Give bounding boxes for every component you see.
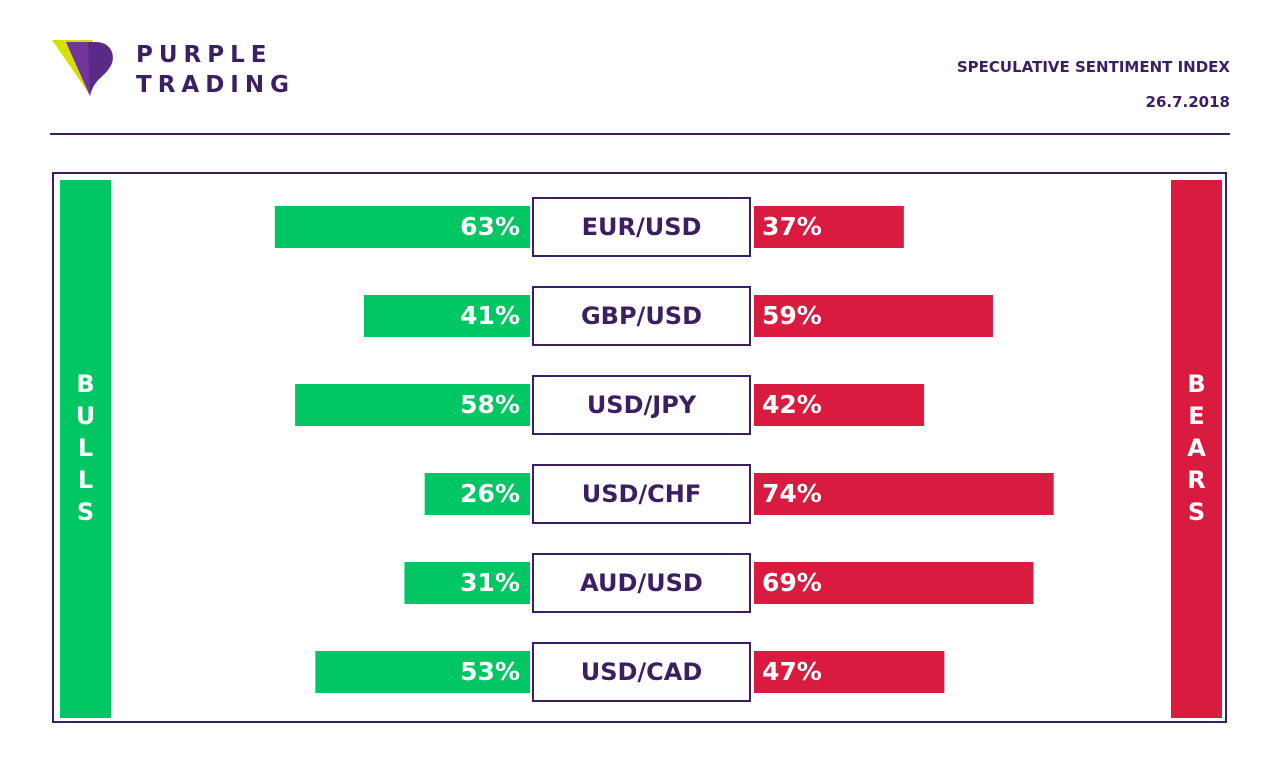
pair-label: USD/CHF: [582, 480, 702, 508]
bulls-value-label: 41%: [460, 301, 520, 330]
pair-label: GBP/USD: [581, 302, 702, 330]
bears-bar: [754, 295, 993, 337]
page-date: 26.7.2018: [1145, 93, 1230, 111]
bears-label-letter: S: [1188, 498, 1205, 526]
bears-label-letter: A: [1187, 434, 1206, 462]
bears-label-letter: R: [1187, 466, 1205, 494]
brand-line-1: PURPLE: [136, 42, 273, 68]
pair-label: USD/JPY: [587, 391, 697, 419]
bulls-label-letter: B: [76, 370, 94, 398]
bears-bar: [754, 384, 925, 426]
pair-label-box: [532, 642, 751, 702]
bears-bar: [754, 562, 1034, 604]
bears-value-label: 59%: [762, 301, 822, 330]
bulls-bar: [424, 473, 530, 515]
pair-label-box: [532, 286, 751, 346]
bulls-side-bar: [60, 180, 111, 718]
bulls-label-letter: S: [77, 498, 94, 526]
pair-label: USD/CAD: [581, 658, 703, 686]
pair-label-box: [532, 197, 751, 257]
bulls-label-letter: L: [78, 466, 93, 494]
bulls-value-label: 53%: [460, 657, 520, 686]
bears-bar: [754, 473, 1054, 515]
bulls-label-letter: L: [78, 434, 93, 462]
bulls-value-label: 26%: [460, 479, 520, 508]
page-title: SPECULATIVE SENTIMENT INDEX: [956, 58, 1230, 76]
bulls-value-label: 58%: [460, 390, 520, 419]
pair-label-box: [532, 553, 751, 613]
bears-value-label: 47%: [762, 657, 822, 686]
bulls-bar: [295, 384, 530, 426]
pair-label-box: [532, 375, 751, 435]
bears-bar: [754, 206, 904, 248]
bulls-value-label: 31%: [460, 568, 520, 597]
bears-value-label: 74%: [762, 479, 822, 508]
header-info: SPECULATIVE SENTIMENT INDEX 26.7.2018: [957, 57, 1230, 112]
brand-line-2: TRADING: [136, 72, 295, 98]
bears-value-label: 37%: [762, 212, 822, 241]
bears-side-bar: [1171, 180, 1222, 718]
bulls-bar: [404, 562, 530, 604]
brand-logo: PURPLE TRADING: [52, 40, 322, 100]
bears-value-label: 69%: [762, 568, 822, 597]
pair-label-box: [532, 464, 751, 524]
pair-label: EUR/USD: [582, 213, 702, 241]
chart-frame: B U L L S B E A R S 63% 37% EUR/USD 41% 59% GBP/USD 58% 4…: [52, 172, 1227, 723]
header-divider: [50, 133, 1230, 135]
pair-label: AUD/USD: [580, 569, 703, 597]
bulls-bar: [363, 295, 530, 337]
bulls-bar: [315, 651, 530, 693]
bulls-label-letter: U: [76, 402, 96, 430]
bulls-bar: [274, 206, 530, 248]
bears-value-label: 42%: [762, 390, 822, 419]
bears-label-letter: B: [1187, 370, 1205, 398]
bulls-value-label: 63%: [460, 212, 520, 241]
bears-label-letter: E: [1188, 402, 1204, 430]
logo-mark-icon: [52, 40, 113, 96]
bears-bar: [754, 651, 945, 693]
brand-wordmark: PURPLE TRADING: [136, 40, 295, 100]
